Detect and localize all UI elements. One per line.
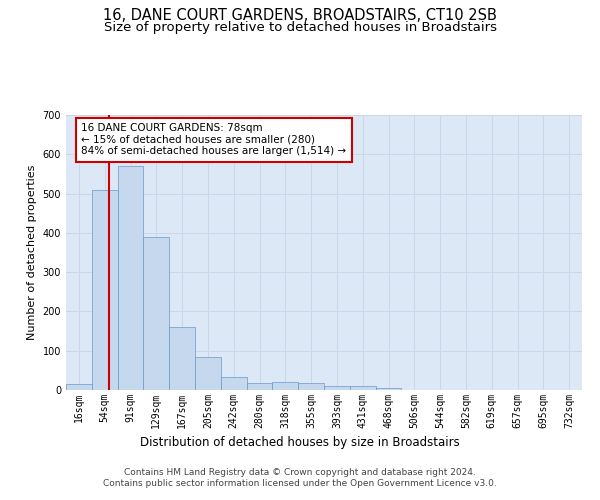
Bar <box>66 384 92 390</box>
Bar <box>92 190 118 390</box>
Bar <box>118 166 143 390</box>
Bar <box>376 388 401 390</box>
Bar <box>143 237 169 390</box>
Text: Contains HM Land Registry data © Crown copyright and database right 2024.
Contai: Contains HM Land Registry data © Crown c… <box>103 468 497 487</box>
Bar <box>350 386 376 390</box>
Bar <box>324 386 350 390</box>
Bar <box>298 382 324 390</box>
Bar <box>247 383 272 390</box>
Bar <box>169 327 195 390</box>
Bar <box>272 382 298 390</box>
Y-axis label: Number of detached properties: Number of detached properties <box>27 165 37 340</box>
Bar <box>221 378 247 390</box>
Bar <box>195 358 221 390</box>
Text: 16 DANE COURT GARDENS: 78sqm
← 15% of detached houses are smaller (280)
84% of s: 16 DANE COURT GARDENS: 78sqm ← 15% of de… <box>82 123 347 156</box>
Text: 16, DANE COURT GARDENS, BROADSTAIRS, CT10 2SB: 16, DANE COURT GARDENS, BROADSTAIRS, CT1… <box>103 8 497 22</box>
Text: Size of property relative to detached houses in Broadstairs: Size of property relative to detached ho… <box>104 21 497 34</box>
Text: Distribution of detached houses by size in Broadstairs: Distribution of detached houses by size … <box>140 436 460 449</box>
